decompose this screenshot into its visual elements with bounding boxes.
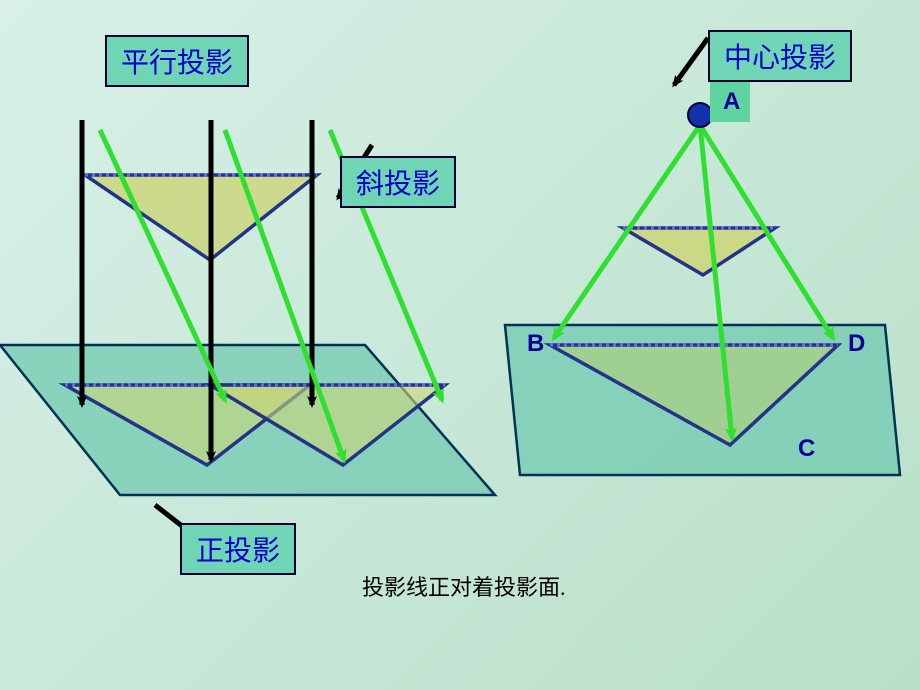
label-central-projection: 中心投影 [708, 30, 852, 82]
caption-text: 投影线正对着投影面. [362, 570, 566, 602]
point-a [688, 103, 712, 127]
label-orthographic-projection: 正投影 [180, 523, 296, 575]
label-parallel-projection: 平行投影 [105, 35, 249, 87]
right-top-triangle [623, 228, 775, 275]
label-oblique-projection: 斜投影 [340, 156, 456, 208]
vertex-c-label: C [798, 435, 815, 463]
vertex-b-label: B [527, 330, 544, 358]
callout-central [674, 38, 708, 85]
vertex-d-label: D [848, 330, 865, 358]
vertex-a-label: A [723, 88, 740, 116]
left-top-triangle [85, 175, 317, 260]
